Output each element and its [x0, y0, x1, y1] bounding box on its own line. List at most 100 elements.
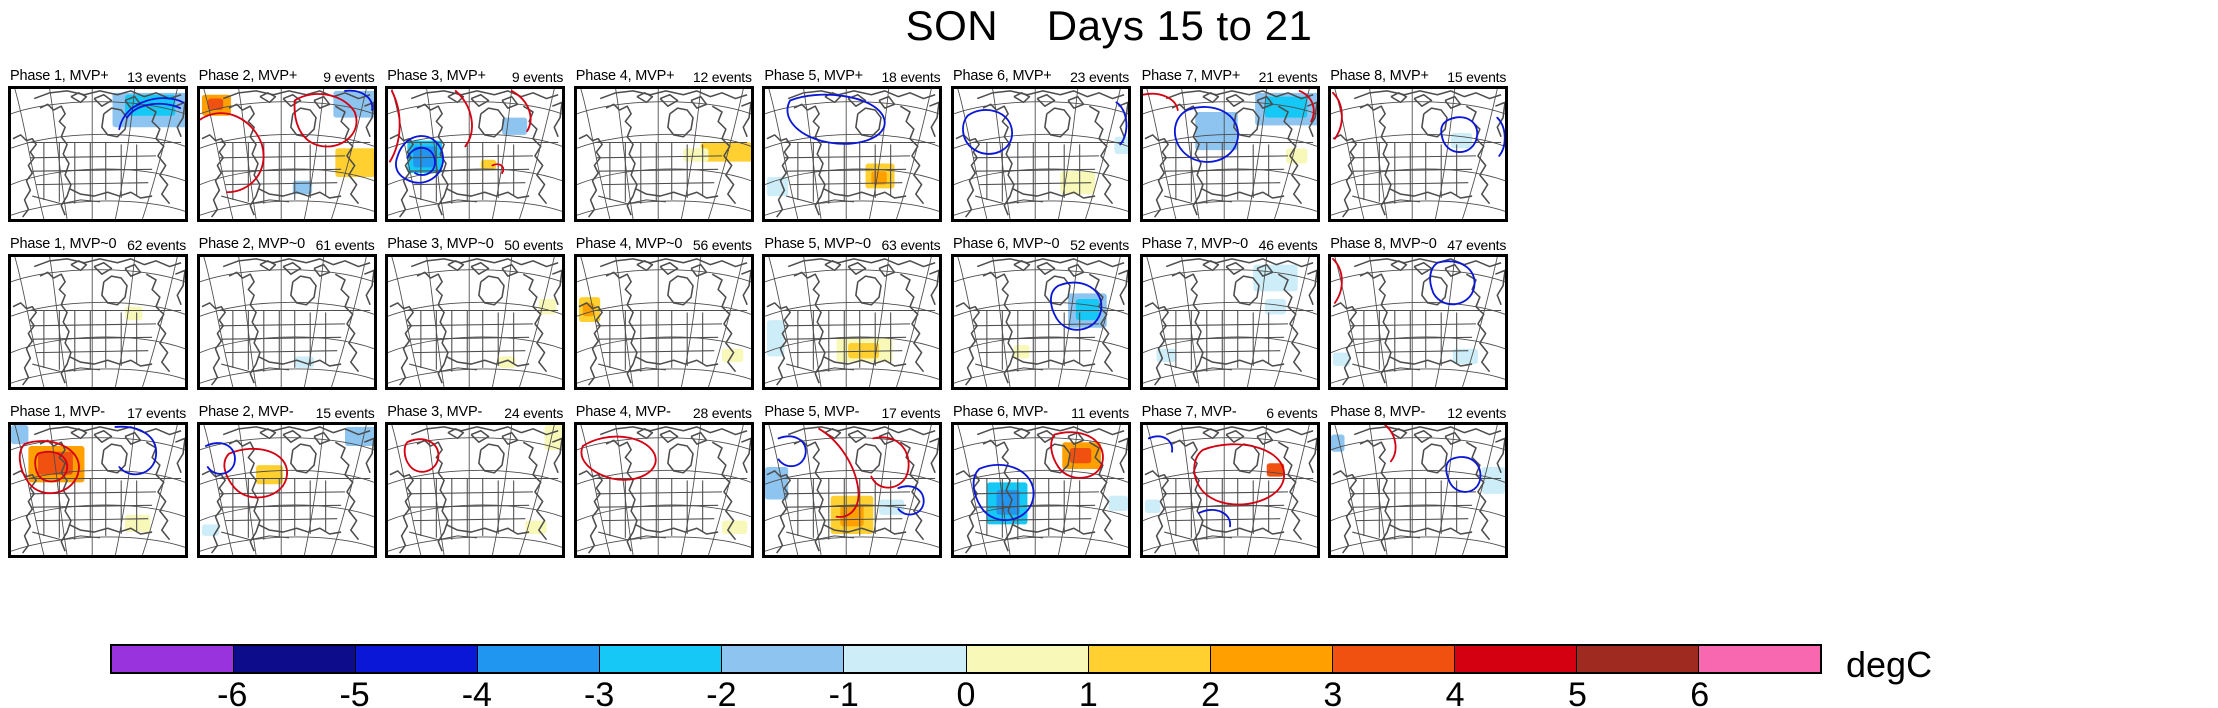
map-axes[interactable]	[762, 254, 943, 390]
map-axes[interactable]	[196, 254, 377, 390]
shading-patch	[292, 180, 312, 195]
map-axes[interactable]	[385, 254, 566, 390]
border-line	[224, 182, 337, 186]
map-panel[interactable]: Phase 5, MVP+ 18 events	[762, 66, 943, 224]
coastline	[788, 90, 936, 100]
map-axes[interactable]	[385, 422, 566, 558]
panel-header: Phase 3, MVP+ 9 events	[385, 66, 565, 86]
map-panel[interactable]: Phase 3, MVP+ 9 events	[385, 66, 566, 224]
map-axes[interactable]	[573, 422, 754, 558]
graticule-line	[1246, 425, 1267, 555]
border-line	[975, 168, 1096, 172]
border-line	[220, 195, 289, 205]
border-line	[32, 504, 153, 508]
border-layer	[1348, 310, 1502, 373]
map-axes[interactable]	[196, 422, 377, 558]
border-line	[32, 195, 100, 205]
graticule-line	[14, 257, 45, 387]
coastline-layer	[766, 258, 940, 386]
coastline	[1306, 437, 1317, 474]
border-line	[409, 168, 530, 172]
map-panel[interactable]: Phase 6, MVP+ 23 events	[951, 66, 1131, 224]
map-axes[interactable]	[8, 422, 188, 558]
map-panel[interactable]: Phase 4, MVP+ 12 events	[573, 66, 754, 224]
map-panel[interactable]: Phase 1, MVP+ 13 events	[8, 66, 188, 224]
coastline	[12, 134, 37, 218]
coastline	[145, 441, 171, 541]
map-panel[interactable]: Phase 8, MVP- 12 events	[1328, 402, 1509, 560]
map-axes[interactable]	[573, 86, 754, 222]
map-panel[interactable]: Phase 7, MVP- 6 events	[1139, 402, 1320, 560]
contour-line	[1332, 258, 1343, 304]
contour-line	[787, 93, 886, 145]
map-panel[interactable]: Phase 7, MVP~0 46 events	[1139, 234, 1320, 392]
contour-line	[1332, 91, 1343, 140]
map-panel[interactable]: Phase 4, MVP~0 56 events	[573, 234, 754, 392]
map-axes[interactable]	[8, 254, 188, 390]
colorbar-cell	[843, 646, 966, 672]
panel-title: Phase 3, MVP-	[387, 404, 483, 420]
coastline	[416, 271, 449, 384]
map-panel[interactable]: Phase 2, MVP~0 61 events	[196, 234, 377, 392]
map-axes[interactable]	[573, 254, 754, 390]
coastline	[788, 258, 936, 268]
contour-line	[1115, 101, 1128, 146]
coastline	[666, 275, 694, 306]
graticule-line	[1142, 536, 1317, 552]
map-axes[interactable]	[951, 86, 1131, 222]
coastline	[1354, 90, 1502, 100]
map-axes[interactable]	[1139, 422, 1320, 558]
border-line	[409, 363, 478, 373]
coastline	[578, 470, 603, 554]
map-panel[interactable]: Phase 3, MVP~0 50 events	[385, 234, 566, 392]
coastline-layer	[1144, 258, 1317, 386]
panel-row-mvp-0: Phase 1, MVP~0 62 events Phase 2, MVP~0 61 …	[8, 234, 2210, 392]
map-panel[interactable]: Phase 5, MVP- 17 events	[762, 402, 943, 560]
border-line	[786, 168, 907, 172]
map-axes[interactable]	[1139, 86, 1320, 222]
map-axes[interactable]	[762, 422, 943, 558]
coastline	[70, 428, 88, 440]
panel-title: Phase 5, MVP+	[764, 68, 863, 84]
contour-line	[406, 146, 437, 176]
map-panel[interactable]: Phase 6, MVP- 11 events	[951, 402, 1131, 560]
colorbar-cell	[1575, 646, 1699, 672]
map-panel[interactable]: Phase 6, MVP~0 52 events	[951, 234, 1131, 392]
coastline	[313, 95, 330, 109]
map-panel[interactable]: Phase 8, MVP+ 15 events	[1328, 66, 1509, 224]
contour-layer	[199, 89, 373, 194]
map-panel[interactable]: Phase 4, MVP- 28 events	[573, 402, 754, 560]
border-line	[1163, 168, 1284, 172]
graticule-line	[1246, 257, 1267, 387]
coastline	[68, 187, 153, 199]
border-layer	[594, 478, 747, 541]
shading-layer	[1156, 264, 1298, 363]
map-panel[interactable]: Phase 5, MVP~0 63 events	[762, 234, 943, 392]
map-axes[interactable]	[1328, 422, 1509, 558]
border-line	[1352, 168, 1473, 172]
map-axes[interactable]	[1328, 86, 1509, 222]
graticule-line	[1142, 200, 1317, 216]
map-panel[interactable]: Phase 1, MVP~0 62 events	[8, 234, 188, 392]
map-axes[interactable]	[762, 86, 943, 222]
map-panel[interactable]: Phase 2, MVP- 15 events	[196, 402, 377, 560]
coastline-layer	[389, 258, 563, 386]
map-axes[interactable]	[8, 86, 188, 222]
map-axes[interactable]	[385, 86, 566, 222]
coastline	[1354, 426, 1502, 436]
graticule-line	[576, 101, 751, 115]
map-axes[interactable]	[1328, 254, 1509, 390]
colorbar-tick-label: -3	[584, 676, 615, 708]
colorbar-unit-label: degC	[1846, 644, 1933, 685]
map-axes[interactable]	[951, 254, 1131, 390]
graticule-line	[957, 425, 988, 555]
map-axes[interactable]	[951, 422, 1131, 558]
map-panel[interactable]: Phase 3, MVP- 24 events	[385, 402, 566, 560]
map-axes[interactable]	[196, 86, 377, 222]
map-panel[interactable]: Phase 2, MVP+ 9 events	[196, 66, 377, 224]
panel-title: Phase 1, MVP-	[10, 404, 105, 420]
map-panel[interactable]: Phase 7, MVP+ 21 events	[1139, 66, 1320, 224]
map-axes[interactable]	[1139, 254, 1320, 390]
map-panel[interactable]: Phase 8, MVP~0 47 events	[1328, 234, 1509, 392]
map-panel[interactable]: Phase 1, MVP- 17 events	[8, 402, 188, 560]
